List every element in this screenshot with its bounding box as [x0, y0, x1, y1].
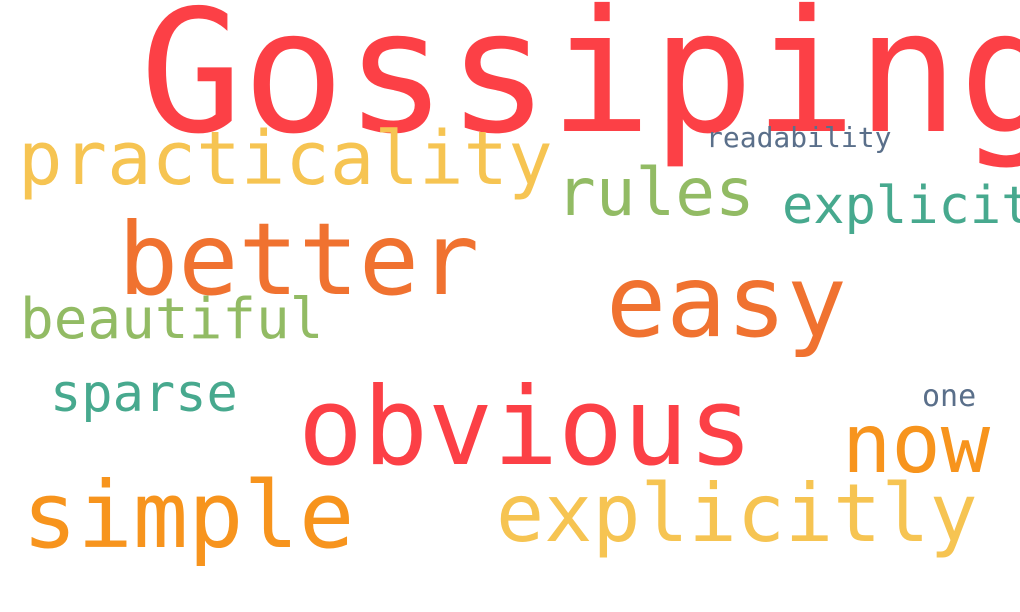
word-gossiping: Gossiping: [140, 0, 1020, 172]
word-simple: simple: [22, 462, 355, 569]
word-beautiful: beautiful: [20, 287, 324, 352]
word-explicit: explicit: [782, 176, 1020, 236]
word-sparse: sparse: [50, 364, 238, 424]
word-rules: rules: [556, 154, 755, 231]
word-now: now: [842, 397, 991, 492]
word-explicitly: explicitly: [496, 467, 978, 560]
word-obvious: obvious: [298, 365, 754, 490]
word-one: one: [922, 379, 977, 414]
word-practicality: practicality: [18, 116, 553, 202]
word-better: better: [118, 201, 480, 318]
word-readability: readability: [706, 121, 892, 154]
word-easy: easy: [606, 243, 847, 360]
